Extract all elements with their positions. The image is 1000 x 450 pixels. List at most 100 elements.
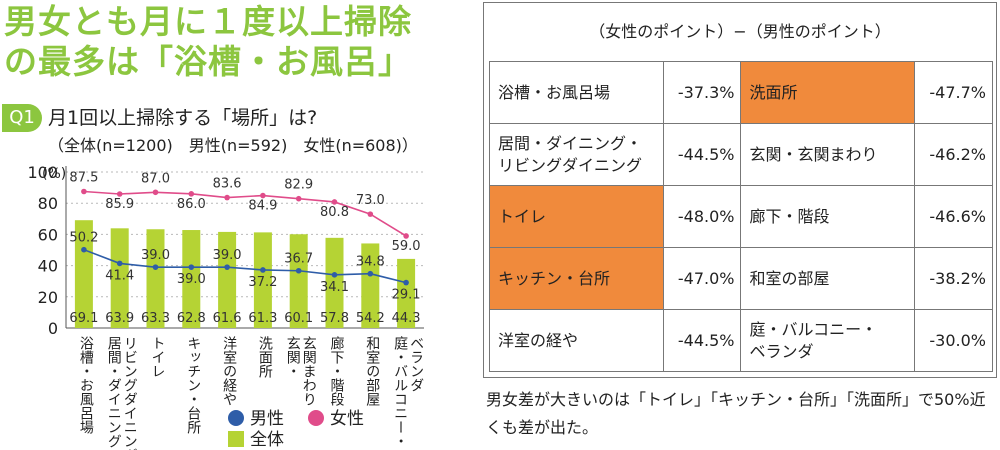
point-male <box>188 264 195 270</box>
female-value-label: 85.9 <box>105 197 134 212</box>
point-female <box>260 192 266 199</box>
table-row: キッチン・台所 -47.0% 和室の部屋 -38.2% <box>489 247 993 310</box>
y-tick-label: 80 <box>38 194 58 213</box>
bar-overall-value-label: 60.1 <box>284 311 313 326</box>
table-cell-place: 和室の部屋 <box>740 247 915 310</box>
point-female <box>188 191 195 197</box>
gender-difference-table-body: 浴槽・お風呂場 -37.3% 洗面所 -47.7% 居間・ダイニング・ リビングダイニン… <box>489 61 993 372</box>
point-female <box>152 189 159 196</box>
headline-line-1: 男女とも月に１度以上掃除 <box>4 2 412 41</box>
legend-female: 女性 <box>308 404 364 429</box>
table-cell-difference: -44.5% <box>662 123 742 186</box>
x-category-label-text: 玄関・ <box>285 335 301 378</box>
bar-overall-value-label: 44.3 <box>392 311 421 326</box>
table-cell-place: 廊下・階段 <box>740 185 915 248</box>
point-male <box>295 267 302 274</box>
x-category-label: 廊下・階段 <box>329 335 345 406</box>
male-value-label: 34.8 <box>356 255 385 270</box>
line-female <box>83 190 407 237</box>
legend-male: 男性 <box>228 404 284 429</box>
bar-overall <box>74 220 93 328</box>
gender-difference-table: 浴槽・お風呂場 -37.3% 洗面所 -47.7% 居間・ダイニング・ リビングダイニン… <box>489 61 993 372</box>
x-category-label: 居間・ダイニング・ リビングダイニング <box>106 336 138 450</box>
table-row: 浴槽・お風呂場 -37.3% 洗面所 -47.7% <box>489 61 993 124</box>
legend-female-swatch <box>308 410 324 426</box>
point-female <box>295 195 302 202</box>
point-female <box>224 194 230 201</box>
point-female <box>331 199 338 205</box>
point-female <box>403 233 409 239</box>
point-male <box>403 279 409 286</box>
table-cell-place: 玄関・玄関まわり <box>740 123 915 186</box>
bar-overall-value-label: 61.3 <box>248 311 277 326</box>
bar-overall-value-label: 63.3 <box>141 311 170 326</box>
x-category-label-text: ベランダ <box>408 336 424 392</box>
question-badge: Q1 <box>2 104 42 132</box>
x-category-label: 洗面所 <box>257 336 273 378</box>
table-cell-difference: -48.0% <box>662 185 742 248</box>
bar-overall <box>361 243 380 328</box>
point-male <box>331 272 338 278</box>
female-value-label: 83.6 <box>213 177 242 192</box>
x-category-label: 玄関・ 玄関まわり <box>285 335 317 406</box>
male-value-label: 39.0 <box>213 248 242 263</box>
y-unit-label: (%) <box>42 166 66 182</box>
x-category-label: 庭・バルコニー・ ベランダ <box>392 335 424 448</box>
male-value-label: 37.2 <box>248 275 277 290</box>
y-tick-label: 0 <box>48 319 58 338</box>
x-category-label: キッチン・台所 <box>185 336 201 434</box>
question-sample-sizes: （全体(n=1200) 男性(n=592) 女性(n=608)） <box>48 136 418 155</box>
x-category-label: トイレ <box>150 336 166 378</box>
table-cell-place: 居間・ダイニング・ リビングダイニング <box>489 123 664 186</box>
table-cell-place: 洗面所 <box>740 61 915 124</box>
summary-note: 男女差が大きいのは「トイレ」「キッチン・台所」「洗面所」で50%近くも差が出た。 <box>486 390 986 437</box>
x-category-label-text: 廊下・階段 <box>329 335 345 406</box>
x-category-label-text: 洗面所 <box>257 336 273 378</box>
point-female <box>81 188 87 195</box>
male-value-label: 34.1 <box>320 280 349 295</box>
point-male <box>116 260 123 267</box>
line-male <box>83 248 407 284</box>
bar-overall-value-label: 63.9 <box>105 311 134 326</box>
x-category-label-text: 和室の部屋 <box>364 336 380 407</box>
male-value-label: 39.0 <box>141 248 170 263</box>
male-value-label: 41.4 <box>105 268 134 283</box>
bar-overall <box>397 258 416 328</box>
female-value-label: 80.8 <box>320 205 349 220</box>
bar-overall-value-label: 61.6 <box>213 311 242 326</box>
table-cell-difference: -46.2% <box>914 123 993 186</box>
x-category-label-text: 洋室の経や <box>221 336 237 406</box>
bar-overall <box>218 231 237 328</box>
point-female <box>367 211 374 217</box>
table-cell-place: 庭・バルコニー・ ベランダ <box>740 309 915 372</box>
point-male <box>367 270 374 277</box>
female-value-label: 73.0 <box>356 193 385 208</box>
bar-overall <box>289 234 308 328</box>
female-value-label: 84.9 <box>248 199 277 214</box>
y-tick-label: 60 <box>38 225 58 244</box>
point-male <box>260 267 266 273</box>
point-male <box>224 264 230 270</box>
female-value-label: 87.0 <box>141 171 170 186</box>
table-row: トイレ -48.0% 廊下・階段 -46.6% <box>489 185 993 248</box>
x-category-label-text: 庭・バルコニー・ <box>392 335 408 448</box>
bar-overall-value-label: 62.8 <box>177 311 206 326</box>
x-category-label: 浴槽・お風呂場 <box>78 336 94 434</box>
table-cell-place: トイレ <box>489 185 664 248</box>
legend-overall: 全体 <box>228 425 284 450</box>
legend-overall-swatch <box>228 431 244 447</box>
legend-overall-label: 全体 <box>250 430 284 450</box>
x-category-label-text: キッチン・台所 <box>185 336 201 434</box>
cleaning-frequency-chart: 100 80 60 40 20 0 (%) 69.1 63.9 63.3 62.8 61.6 61.3 6… <box>27 163 424 450</box>
table-cell-difference: -47.7% <box>914 61 993 124</box>
bar-overall <box>325 237 344 328</box>
panel-header: （女性のポイント）−（男性のポイント） <box>589 22 891 41</box>
table-cell-difference: -30.0% <box>914 309 993 372</box>
x-category-label-text: 居間・ダイニング・ <box>106 336 122 450</box>
bar-overall <box>110 228 129 328</box>
legend-female-label: 女性 <box>330 409 364 429</box>
point-female <box>116 191 123 197</box>
point-male <box>81 246 87 253</box>
table-cell-difference: -37.3% <box>662 61 742 124</box>
headline-line-2: の最多は「浴槽・お風呂」 <box>4 42 412 81</box>
